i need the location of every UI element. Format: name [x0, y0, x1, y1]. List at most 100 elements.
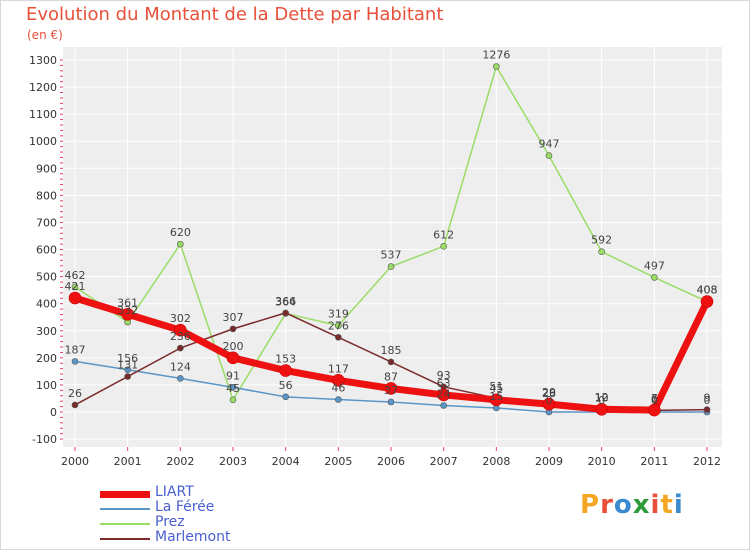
data-label: 51 — [489, 380, 503, 393]
data-label: 124 — [170, 360, 191, 373]
data-point — [332, 374, 345, 387]
data-label: 276 — [328, 319, 349, 332]
legend-item: Prez — [100, 514, 320, 531]
x-tick-label: 2005 — [324, 455, 352, 468]
data-label: 1276 — [482, 48, 510, 61]
proxiti-logo: Proxiti — [580, 490, 684, 520]
legend-label: Marlemont — [155, 529, 231, 545]
data-point — [490, 393, 503, 407]
legend-item: Marlemont — [100, 529, 320, 546]
y-tick-label: 600 — [36, 244, 57, 257]
data-label: 45 — [226, 382, 240, 395]
y-tick-label: 500 — [36, 271, 57, 284]
data-label: 26 — [542, 387, 556, 400]
data-label: 37 — [384, 384, 398, 397]
data-label: 307 — [223, 311, 244, 324]
data-label: 24 — [437, 388, 451, 401]
data-label: 620 — [170, 226, 191, 239]
legend-item: La Férée — [100, 499, 320, 516]
data-point — [700, 295, 714, 308]
data-point — [229, 384, 237, 391]
y-tick-label: 200 — [36, 352, 57, 365]
chart-title: Evolution du Montant de la Dette par Hab… — [26, 4, 444, 25]
data-point — [282, 393, 289, 401]
data-label: 185 — [381, 344, 402, 357]
data-point — [384, 382, 398, 395]
data-label: 200 — [223, 340, 244, 353]
y-tick-label: 1000 — [29, 135, 57, 148]
legend-item: LIART — [100, 484, 320, 501]
data-label: 156 — [117, 352, 138, 365]
data-point — [177, 375, 184, 382]
data-point — [226, 351, 240, 365]
legend-swatch — [100, 508, 150, 510]
data-label: 10 — [595, 391, 609, 404]
data-point — [440, 402, 447, 409]
data-label: 87 — [384, 370, 398, 383]
x-tick-label: 2012 — [693, 455, 721, 468]
data-label: 947 — [539, 138, 560, 151]
logo-letter: P — [580, 490, 601, 520]
logo-letter: t — [660, 490, 674, 520]
data-label: 366 — [275, 295, 296, 308]
data-point — [279, 364, 292, 377]
data-label: 0 — [546, 394, 553, 407]
data-point — [174, 323, 187, 337]
chart-subtitle: (en €) — [27, 28, 63, 42]
data-point — [71, 401, 79, 409]
data-point — [440, 242, 447, 250]
y-tick-label: 1200 — [29, 81, 57, 94]
x-tick-label: 2002 — [166, 455, 194, 468]
data-label: 408 — [697, 284, 718, 297]
x-tick-label: 2006 — [377, 455, 405, 468]
data-label: 15 — [489, 390, 503, 403]
data-label: 26 — [68, 387, 82, 400]
x-tick-label: 2004 — [272, 455, 300, 468]
legend-label: LIART — [155, 484, 194, 500]
y-tick-label: 1100 — [29, 108, 57, 121]
legend-label: Prez — [155, 514, 185, 530]
data-point — [282, 309, 289, 317]
logo-letter: i — [673, 490, 684, 520]
data-point — [703, 406, 711, 413]
data-label: 187 — [65, 343, 86, 356]
legend-swatch — [100, 538, 150, 540]
y-tick-label: 100 — [36, 379, 57, 392]
logo-letter: r — [600, 490, 614, 520]
y-tick-label: -100 — [32, 433, 57, 446]
data-point — [71, 283, 79, 291]
data-point — [68, 291, 82, 305]
data-point — [387, 398, 395, 406]
chart-legend: LIART La Férée Prez Marlemont — [100, 484, 320, 546]
data-label: 302 — [170, 312, 191, 325]
data-label: 9 — [704, 392, 711, 405]
y-tick-label: 300 — [36, 325, 57, 338]
data-label: 45 — [489, 382, 503, 395]
data-label: 592 — [591, 234, 612, 247]
data-label: 319 — [328, 308, 349, 321]
data-label: 56 — [279, 379, 293, 392]
data-point — [493, 63, 500, 70]
data-label: 537 — [381, 249, 402, 262]
data-point — [335, 396, 342, 403]
data-point — [437, 388, 450, 402]
data-point — [387, 358, 395, 366]
data-label: 29 — [542, 386, 556, 399]
x-tick-label: 2000 — [61, 455, 89, 468]
data-point — [648, 403, 661, 417]
y-tick-label: 800 — [36, 189, 57, 202]
y-tick-label: 0 — [50, 406, 57, 419]
data-label: 153 — [275, 353, 296, 366]
legend-label: La Férée — [155, 499, 215, 515]
data-point — [177, 344, 184, 352]
data-point — [542, 397, 556, 411]
data-point — [121, 307, 134, 321]
x-tick-label: 2007 — [430, 455, 458, 468]
x-tick-label: 2011 — [640, 455, 668, 468]
legend-swatch — [100, 491, 150, 498]
data-point — [229, 396, 237, 404]
data-point — [335, 333, 342, 341]
data-label: 0 — [704, 394, 711, 407]
logo-letter: i — [650, 490, 661, 520]
